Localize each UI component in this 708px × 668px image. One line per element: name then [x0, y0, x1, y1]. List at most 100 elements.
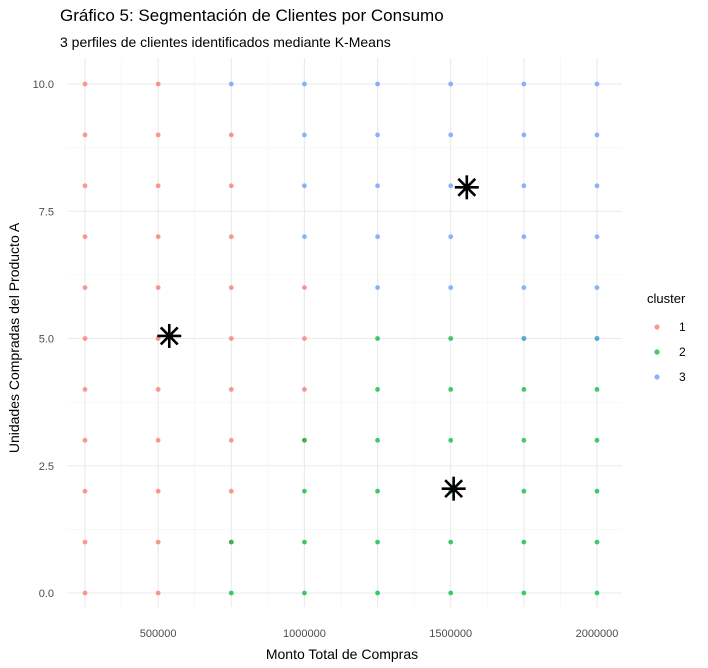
- minor-gridlines: [67, 58, 622, 607]
- data-point-cluster-1: [302, 387, 307, 392]
- data-point-cluster-2: [302, 539, 307, 545]
- centroid-stroke: [159, 326, 179, 346]
- y-tick-label: 10.0: [33, 79, 54, 91]
- data-point-cluster-2: [594, 590, 600, 596]
- data-point-cluster-3: [521, 234, 527, 240]
- legend-label-3: 3: [679, 370, 686, 384]
- centroid-marker: [157, 323, 182, 348]
- y-tick-label: 5.0: [39, 334, 54, 346]
- centroid-markers: [157, 175, 479, 501]
- data-point-cluster-2: [302, 488, 307, 494]
- data-point-cluster-1: [82, 132, 88, 138]
- data-point-cluster-3: [375, 285, 380, 290]
- data-point-cluster-3: [448, 81, 454, 87]
- data-point-cluster-2: [521, 539, 527, 545]
- data-point-cluster-1: [228, 437, 234, 443]
- x-axis-title: Monto Total de Compras: [266, 646, 418, 662]
- data-point-cluster-2: [594, 437, 600, 443]
- centroid-marker: [441, 476, 466, 501]
- data-point-cluster-2: [302, 437, 307, 443]
- data-point-cluster-1: [155, 539, 161, 545]
- data-point-cluster-1: [155, 81, 161, 87]
- data-point-cluster-2: [375, 336, 380, 341]
- legend-label-2: 2: [679, 345, 686, 359]
- data-point-cluster-2: [594, 387, 600, 392]
- data-point-cluster-2: [594, 539, 600, 545]
- data-point-cluster-1: [82, 590, 88, 596]
- data-point-cluster-3: [594, 285, 600, 290]
- y-axis-title: Unidades Compradas del Producto A: [6, 222, 22, 453]
- data-point-cluster-1: [302, 285, 307, 290]
- major-gridlines: [67, 58, 622, 607]
- data-point-cluster-3: [594, 132, 600, 138]
- data-point-cluster-1: [155, 590, 161, 596]
- data-point-cluster-1: [228, 183, 234, 189]
- data-point-cluster-1: [155, 183, 161, 189]
- data-point-cluster-3: [448, 132, 454, 138]
- data-point-cluster-3: [521, 183, 527, 189]
- data-point-cluster-1: [155, 437, 161, 443]
- data-point-cluster-3: [375, 234, 380, 240]
- data-point-cluster-2: [228, 539, 234, 545]
- data-point-cluster-3: [594, 183, 600, 189]
- data-point-cluster-3: [448, 285, 454, 290]
- data-point-cluster-3: [594, 336, 600, 341]
- data-point-cluster-2: [448, 437, 454, 443]
- x-tick-label: 1000000: [283, 628, 326, 640]
- y-tick-label: 0.0: [39, 588, 54, 600]
- chart-title: Gráfico 5: Segmentación de Clientes por …: [60, 6, 444, 25]
- data-point-cluster-3: [521, 81, 527, 87]
- data-point-cluster-2: [448, 387, 454, 392]
- data-point-cluster-2: [521, 590, 527, 596]
- data-point-cluster-3: [302, 132, 307, 138]
- legend-label-1: 1: [679, 320, 686, 334]
- data-point-cluster-2: [448, 336, 454, 341]
- data-point-cluster-1: [302, 336, 307, 341]
- centroid-marker: [454, 175, 479, 200]
- data-point-cluster-2: [228, 590, 234, 596]
- data-point-cluster-3: [302, 81, 307, 87]
- data-point-cluster-2: [448, 590, 454, 596]
- data-points: [82, 81, 600, 596]
- legend-key-3: [654, 374, 660, 380]
- centroid-stroke: [444, 479, 464, 499]
- data-point-cluster-3: [594, 81, 600, 87]
- data-point-cluster-3: [521, 285, 527, 290]
- data-point-cluster-1: [82, 336, 88, 341]
- x-axis-tick-labels: 500000 1000000 1500000 2000000: [140, 628, 619, 640]
- data-point-cluster-2: [521, 437, 527, 443]
- data-point-cluster-2: [375, 387, 380, 392]
- data-point-cluster-2: [448, 539, 454, 545]
- data-point-cluster-1: [228, 132, 234, 138]
- data-point-cluster-2: [375, 539, 380, 545]
- data-point-cluster-2: [521, 488, 527, 494]
- y-tick-label: 2.5: [39, 461, 54, 473]
- data-point-cluster-2: [375, 590, 380, 596]
- legend-key-2: [654, 349, 660, 355]
- data-point-cluster-1: [82, 539, 88, 545]
- data-point-cluster-3: [521, 336, 527, 341]
- data-point-cluster-3: [448, 234, 454, 240]
- data-point-cluster-3: [228, 81, 234, 87]
- data-point-cluster-3: [521, 132, 527, 138]
- data-point-cluster-1: [82, 437, 88, 443]
- data-point-cluster-1: [228, 488, 234, 494]
- data-point-cluster-3: [375, 81, 380, 87]
- x-tick-label: 1500000: [429, 628, 472, 640]
- data-point-cluster-3: [302, 183, 307, 189]
- legend-key-1: [654, 324, 660, 330]
- y-axis-tick-labels: 0.0 2.5 5.0 7.5 10.0: [33, 79, 54, 600]
- data-point-cluster-1: [155, 285, 161, 290]
- data-point-cluster-1: [82, 234, 88, 240]
- data-point-cluster-1: [155, 132, 161, 138]
- data-point-cluster-1: [155, 234, 161, 240]
- chart-subtitle: 3 perfiles de clientes identificados med…: [60, 34, 391, 50]
- data-point-cluster-2: [375, 488, 380, 494]
- data-point-cluster-3: [448, 183, 454, 189]
- data-point-cluster-1: [82, 387, 88, 392]
- data-point-cluster-3: [594, 234, 600, 240]
- data-point-cluster-1: [155, 387, 161, 392]
- data-point-cluster-1: [82, 183, 88, 189]
- data-point-cluster-1: [228, 336, 234, 341]
